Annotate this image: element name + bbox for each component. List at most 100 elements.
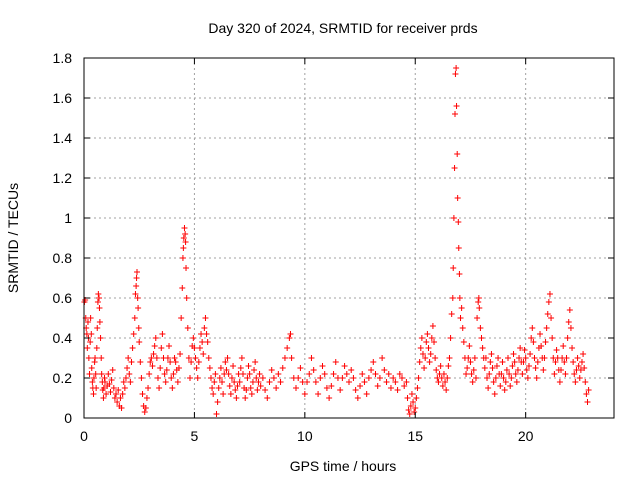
data-point [474, 315, 481, 321]
data-point [293, 385, 299, 391]
data-point [113, 391, 120, 397]
data-point [412, 405, 419, 411]
data-point [217, 365, 224, 371]
data-point [266, 379, 273, 385]
data-point [131, 315, 138, 321]
data-point [94, 299, 101, 305]
data-point [184, 325, 191, 331]
data-point [321, 371, 328, 377]
data-point [179, 255, 186, 261]
data-point [403, 379, 410, 385]
data-point [341, 363, 348, 369]
data-point [448, 311, 455, 317]
data-point [162, 379, 169, 385]
data-point [396, 371, 403, 377]
data-point [562, 371, 569, 377]
data-point [575, 363, 582, 369]
data-point [109, 367, 116, 373]
y-tick-label: 1.4 [53, 130, 73, 146]
data-point [522, 355, 529, 361]
data-point [193, 365, 200, 371]
data-point [183, 295, 190, 301]
data-point [88, 365, 95, 371]
data-point [363, 391, 370, 397]
data-point [120, 379, 127, 385]
data-point [453, 103, 460, 109]
data-point [414, 385, 421, 391]
data-point [477, 325, 484, 331]
data-point [233, 395, 240, 401]
data-point [421, 365, 428, 371]
data-point [256, 371, 263, 377]
data-point [187, 375, 193, 381]
data-point [565, 319, 572, 325]
data-point [444, 375, 451, 381]
data-point [443, 387, 450, 393]
data-point [572, 379, 579, 385]
data-point [178, 315, 185, 321]
data-point [569, 345, 576, 351]
data-point [469, 379, 476, 385]
data-point [454, 195, 461, 201]
data-point [533, 375, 540, 381]
data-point [133, 283, 140, 289]
data-point [262, 387, 269, 393]
data-point [368, 367, 375, 373]
data-point [520, 359, 527, 365]
y-tick-label: 0.2 [53, 370, 73, 386]
data-point [548, 315, 555, 321]
data-point [323, 385, 330, 391]
data-point [103, 391, 110, 397]
data-point [92, 355, 99, 361]
data-point [127, 379, 134, 385]
data-point [541, 355, 548, 361]
x-tick-label: 15 [407, 428, 423, 444]
data-point [445, 363, 452, 369]
data-point [505, 355, 511, 361]
data-point [404, 395, 411, 401]
data-point [502, 379, 509, 385]
data-point [406, 411, 413, 417]
data-point [426, 359, 433, 365]
data-point [191, 345, 198, 351]
data-point [224, 355, 231, 361]
data-point [225, 371, 232, 377]
data-point [141, 409, 148, 415]
data-point [211, 379, 218, 385]
data-point [564, 335, 571, 341]
data-point [538, 343, 545, 349]
data-point [511, 359, 518, 365]
data-point [429, 323, 436, 329]
data-point [119, 391, 126, 397]
data-point [423, 339, 430, 345]
data-point [451, 165, 458, 171]
data-point [552, 359, 559, 365]
data-point [543, 325, 550, 331]
data-point [164, 355, 171, 361]
data-point [215, 385, 222, 391]
data-point [407, 403, 414, 409]
data-point [439, 383, 446, 389]
data-point [180, 245, 187, 251]
data-point [489, 365, 496, 371]
data-point [159, 331, 166, 337]
data-point [401, 383, 408, 389]
data-point [182, 231, 189, 237]
data-point [479, 345, 486, 351]
data-point [136, 339, 143, 345]
data-points [81, 65, 592, 417]
data-point [427, 351, 434, 357]
data-point [150, 351, 157, 357]
data-point [485, 385, 492, 391]
data-point [129, 345, 136, 351]
data-point [551, 371, 558, 377]
data-point [214, 399, 221, 405]
data-point [447, 335, 454, 341]
data-point [374, 383, 381, 389]
data-point [121, 385, 128, 391]
data-point [145, 385, 152, 391]
data-point [343, 371, 350, 377]
data-point [315, 391, 322, 397]
data-point [171, 355, 178, 361]
data-point [128, 359, 135, 365]
